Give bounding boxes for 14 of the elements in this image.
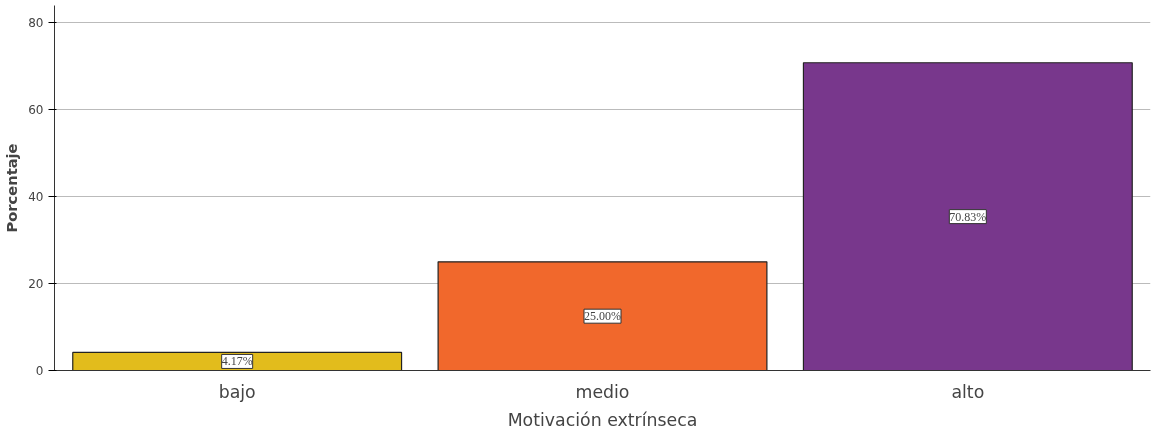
x-tick-label: alto [951,381,985,402]
x-tick-label: bajo [218,381,256,402]
bar [72,351,403,371]
x-axis-title: Motivación extrínseca [507,409,698,430]
data-label: 70.83% [949,209,987,224]
bar [802,62,1133,371]
y-tick-label: 40 [28,190,44,205]
y-tick-label: 80 [28,16,44,31]
y-tick-label: 20 [28,277,44,292]
x-tick-label: medio [575,381,630,402]
y-tick-label: 60 [28,103,44,118]
bar [437,261,768,371]
y-axis-title: Porcentaje [3,143,21,233]
y-tick-label: 0 [35,364,44,378]
